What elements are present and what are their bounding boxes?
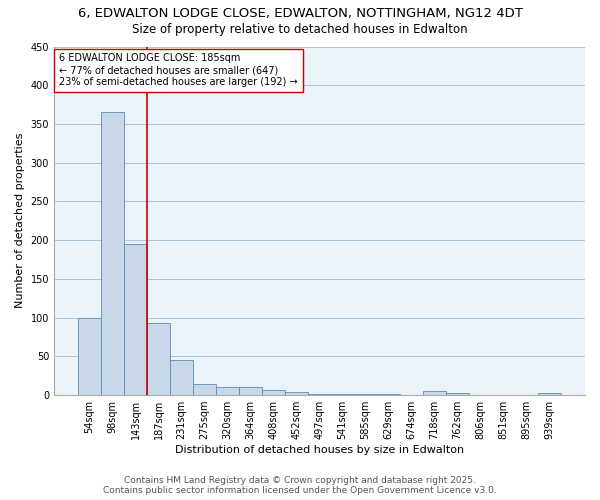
Bar (423, 391, 446, 395)
Bar (101, 112, 124, 395)
Bar (170, 360, 193, 395)
Text: 6 EDWALTON LODGE CLOSE: 185sqm
← 77% of detached houses are smaller (647)
23% of: 6 EDWALTON LODGE CLOSE: 185sqm ← 77% of … (59, 54, 298, 86)
Bar (354, 394, 377, 395)
Bar (193, 384, 216, 395)
Bar (285, 392, 308, 395)
Bar (239, 388, 262, 395)
X-axis label: Distribution of detached houses by size in Edwalton: Distribution of detached houses by size … (175, 445, 464, 455)
Bar (377, 394, 400, 395)
Text: 6, EDWALTON LODGE CLOSE, EDWALTON, NOTTINGHAM, NG12 4DT: 6, EDWALTON LODGE CLOSE, EDWALTON, NOTTI… (77, 8, 523, 20)
Text: Contains HM Land Registry data © Crown copyright and database right 2025.
Contai: Contains HM Land Registry data © Crown c… (103, 476, 497, 495)
Bar (308, 394, 331, 395)
Bar (331, 394, 354, 395)
Bar (538, 393, 561, 395)
Bar (446, 393, 469, 395)
Bar (262, 390, 285, 395)
Bar (216, 386, 239, 395)
Bar (124, 244, 147, 395)
Text: Size of property relative to detached houses in Edwalton: Size of property relative to detached ho… (132, 22, 468, 36)
Bar (147, 323, 170, 395)
Bar (78, 318, 101, 395)
Y-axis label: Number of detached properties: Number of detached properties (15, 133, 25, 308)
